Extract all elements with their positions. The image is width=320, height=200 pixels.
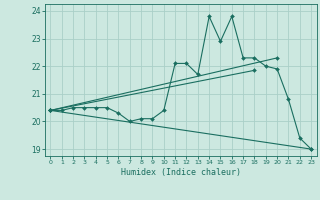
X-axis label: Humidex (Indice chaleur): Humidex (Indice chaleur) xyxy=(121,168,241,177)
